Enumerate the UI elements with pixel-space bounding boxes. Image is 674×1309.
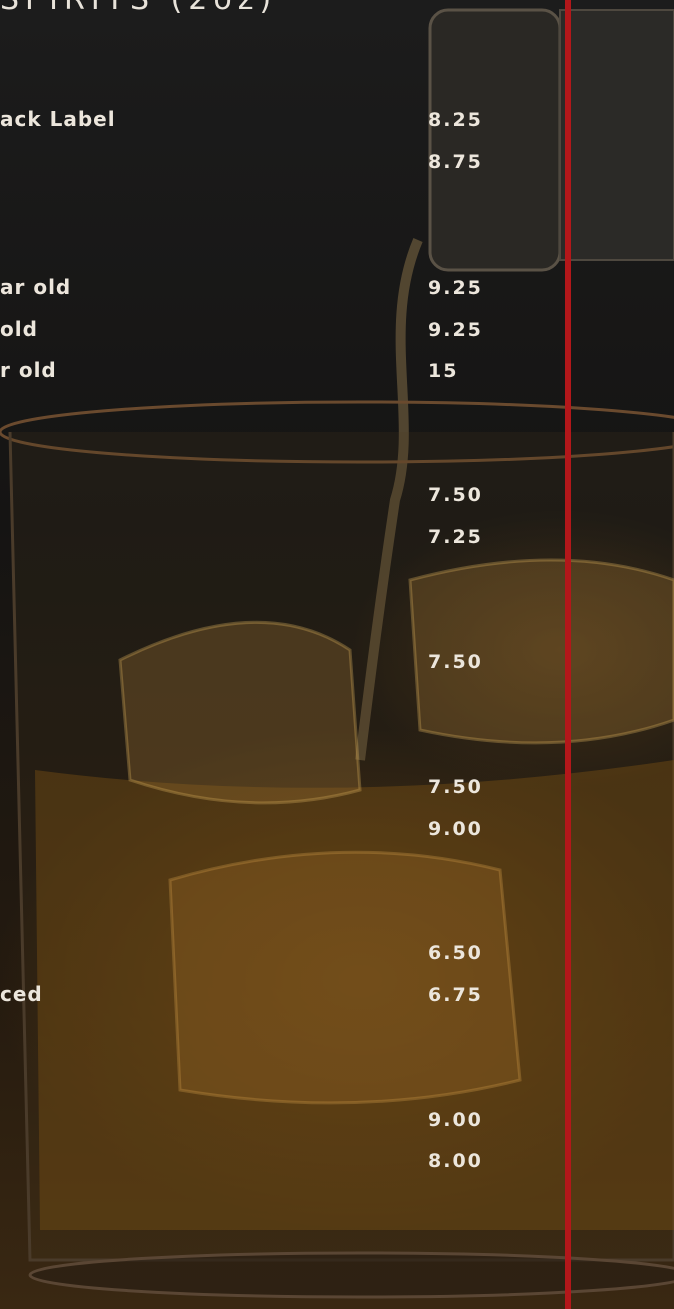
whisky-liquid <box>35 760 674 1230</box>
menu-item-price: 9.25 <box>428 319 483 341</box>
bottle-body <box>559 9 674 261</box>
menu-item-price: 7.25 <box>428 526 483 548</box>
section-title: SPIRITS (2oz) <box>0 0 277 17</box>
menu-item-price: 8.25 <box>428 109 483 131</box>
ice-cube-right <box>408 558 674 745</box>
menu-item-price: 7.50 <box>428 776 483 798</box>
menu-item-price: 6.50 <box>428 942 483 964</box>
ice-cube-bottom <box>168 850 522 1105</box>
menu-item-price: 8.75 <box>428 151 483 173</box>
menu-item-price: 7.50 <box>428 651 483 673</box>
red-vertical-divider <box>565 0 571 1309</box>
ice-cube-left <box>118 620 362 805</box>
menu-item-price: 8.00 <box>428 1150 483 1172</box>
menu-item-price: 7.50 <box>428 484 483 506</box>
bottle-neck <box>428 8 562 272</box>
menu-item-name: r old <box>0 358 57 382</box>
pour-stream <box>355 238 423 761</box>
menu-item-price: 9.00 <box>428 818 483 840</box>
menu-item-price: 9.00 <box>428 1109 483 1131</box>
glass-rim <box>0 400 674 464</box>
menu-item-price: 6.75 <box>428 984 483 1006</box>
glass-base <box>28 1251 674 1299</box>
menu-item-name: ar old <box>0 275 72 299</box>
menu-item-price: 15 <box>428 360 459 382</box>
menu-item-price: 9.25 <box>428 277 483 299</box>
menu-item-name: old <box>0 317 38 341</box>
menu-item-name: ack Label <box>0 107 116 131</box>
menu-item-name: ced <box>0 982 43 1006</box>
